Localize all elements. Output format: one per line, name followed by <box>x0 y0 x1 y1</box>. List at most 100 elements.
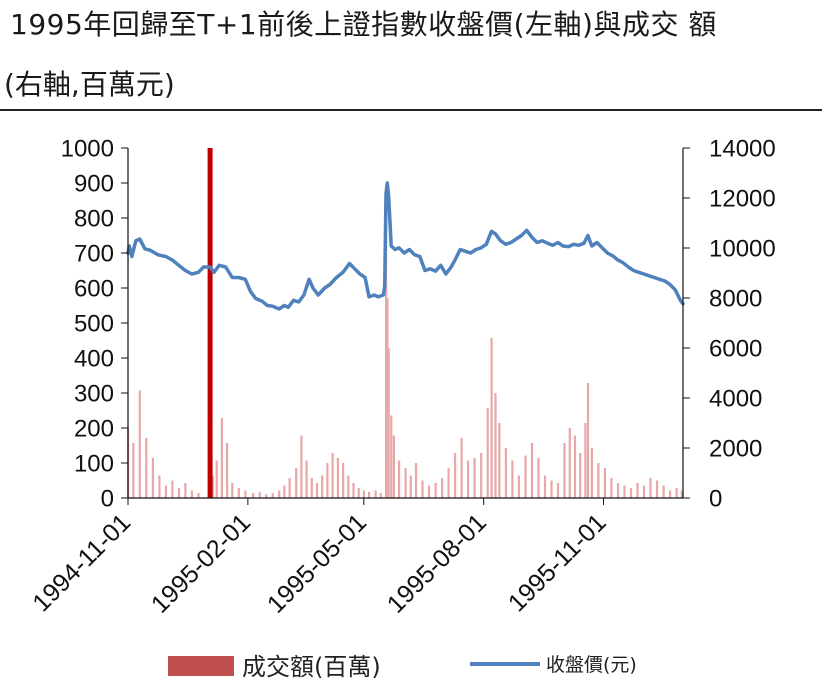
chart-title: 1995年回歸至T+1前後上證指數收盤價(左軸)與成交 額 <box>10 8 717 41</box>
volume-bar <box>385 185 388 498</box>
marker-bar <box>207 148 213 498</box>
volume-bar <box>278 490 281 498</box>
left-tick-label: 800 <box>74 206 114 233</box>
volume-bar <box>145 438 148 498</box>
x-tick-label: 1995-08-01 <box>382 508 492 618</box>
volume-bar <box>616 483 620 498</box>
left-tick-label: 200 <box>74 416 114 443</box>
volume-bar <box>164 485 167 498</box>
volume-bar <box>441 478 444 498</box>
volume-bar <box>331 453 334 498</box>
volume-bar <box>288 478 291 498</box>
volume-bar <box>680 490 683 498</box>
x-axis-ticks: 1994-11-01 1995-02-01 1995-05-01 1995-08-01… <box>27 498 612 619</box>
volume-bar <box>231 483 234 498</box>
volume-bar <box>265 494 268 499</box>
volume-bar <box>132 443 135 498</box>
volume-bar <box>454 453 457 498</box>
volume-bar <box>556 483 560 498</box>
right-tick-label: 2000 <box>709 436 762 463</box>
volume-bar <box>211 475 214 498</box>
right-tick-label: 12000 <box>709 186 776 213</box>
volume-bar <box>563 443 566 498</box>
volume-bar <box>597 463 600 498</box>
volume-bar <box>258 491 261 499</box>
left-tick-label: 300 <box>74 381 114 408</box>
volume-bar <box>237 488 240 498</box>
volume-bar <box>362 490 365 498</box>
volume-bar <box>409 475 412 498</box>
volume-bar <box>305 460 308 498</box>
x-tick-label: 1995-11-01 <box>503 508 612 617</box>
volume-bar <box>138 390 141 498</box>
volume-bar <box>184 483 187 498</box>
volume-bar <box>675 488 678 498</box>
left-tick-label: 400 <box>74 346 114 373</box>
volume-bar <box>177 488 180 498</box>
volume-bar <box>220 418 223 498</box>
volume-bar <box>494 393 497 498</box>
x-tick-label: 1995-02-01 <box>146 508 256 618</box>
left-tick-label: 1000 <box>61 136 114 163</box>
right-axis-ticks: 0 2000 4000 6000 8000 10000 12000 14000 <box>683 136 776 513</box>
volume-bar <box>387 348 390 498</box>
volume-bars <box>127 185 683 499</box>
volume-bar <box>342 463 345 498</box>
volume-bar <box>336 458 339 498</box>
volume-bar <box>414 463 418 498</box>
volume-bar <box>669 490 672 498</box>
volume-bar <box>386 298 389 498</box>
title-divider <box>0 109 822 111</box>
volume-bar <box>486 408 489 498</box>
right-tick-label: 0 <box>709 486 722 513</box>
volume-bar <box>392 435 395 498</box>
right-tick-label: 8000 <box>709 286 762 313</box>
right-tick-label: 14000 <box>709 136 776 163</box>
volume-bar <box>579 453 582 498</box>
volume-bar <box>655 480 659 498</box>
volume-bar <box>357 488 360 498</box>
volume-bar <box>537 458 540 498</box>
volume-bar <box>649 478 652 498</box>
volume-bar <box>271 493 274 498</box>
volume-bar <box>428 485 431 498</box>
volume-bar <box>517 475 520 498</box>
volume-bar <box>390 415 393 498</box>
volume-bar <box>374 490 377 498</box>
left-tick-label: 600 <box>74 276 114 303</box>
volume-bar <box>480 453 483 498</box>
volume-bar <box>171 480 174 498</box>
volume-bar <box>511 460 514 498</box>
marker-layer <box>207 148 213 498</box>
x-tick-label: 1995-05-01 <box>262 508 372 618</box>
volume-bar <box>473 458 476 498</box>
volume-bar <box>315 483 319 498</box>
volume-bar <box>586 383 590 498</box>
right-tick-label: 4000 <box>709 386 762 413</box>
volume-bar <box>326 463 329 498</box>
volume-bar <box>530 443 534 498</box>
volume-bar <box>398 460 401 498</box>
chart-subtitle: (右軸,百萬元) <box>4 68 175 101</box>
volume-bar <box>550 480 553 498</box>
volume-bar <box>197 493 200 498</box>
volume-bar <box>610 478 613 498</box>
volume-bar <box>460 438 463 498</box>
volume-bar <box>283 485 286 498</box>
volume-bar <box>467 460 470 498</box>
volume-bar <box>300 435 303 498</box>
right-tick-label: 6000 <box>709 336 762 363</box>
volume-bar <box>623 485 626 498</box>
volume-bar <box>151 458 154 498</box>
volume-bar <box>662 485 665 498</box>
volume-bar <box>543 475 547 498</box>
volume-bar <box>524 455 527 498</box>
volume-bar <box>603 468 606 498</box>
left-tick-label: 900 <box>74 171 114 198</box>
volume-bar <box>310 478 313 498</box>
volume-bar <box>404 468 407 498</box>
left-tick-label: 100 <box>74 451 114 478</box>
volume-bar <box>490 338 493 498</box>
volume-bar <box>447 468 450 498</box>
